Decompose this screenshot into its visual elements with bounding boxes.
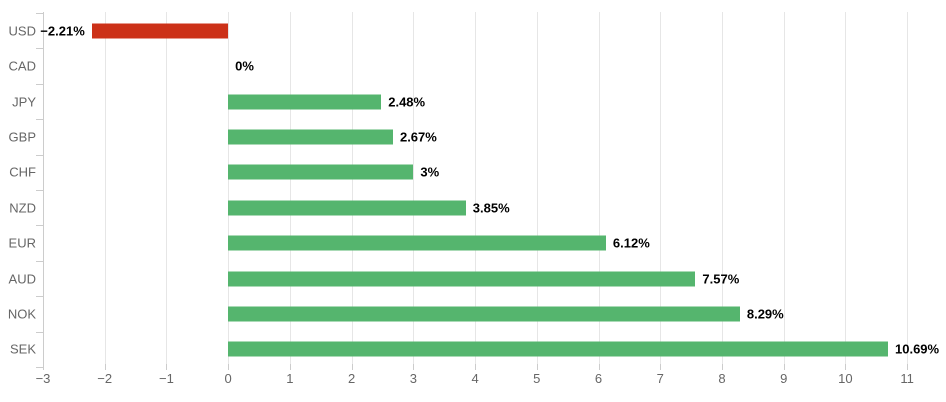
y-axis-tick-0: [36, 13, 43, 14]
gridline-x2: [351, 12, 353, 364]
value-label-sek: 10.69%: [895, 341, 940, 357]
category-label-cad: CAD: [8, 58, 36, 74]
bar-jpy[interactable]: [228, 94, 382, 109]
value-label-nok: 8.29%: [746, 306, 784, 322]
gridline-x11: [907, 12, 909, 364]
x-axis-tick-10: [845, 364, 847, 370]
bar-aud[interactable]: [228, 271, 696, 286]
x-axis-label-6: 6: [594, 371, 603, 386]
value-label-usd: −2.21%: [40, 23, 85, 39]
bar-sek[interactable]: [228, 341, 888, 357]
x-axis-tick-5: [536, 364, 538, 370]
value-label-jpy: 2.48%: [388, 94, 426, 109]
category-label-eur: EUR: [8, 235, 36, 251]
category-label-jpy: JPY: [12, 94, 36, 109]
gridline-x6: [598, 12, 600, 364]
category-label-aud: AUD: [8, 271, 36, 286]
y-axis-tick-3: [36, 119, 43, 121]
x-axis-tick-0: [228, 364, 230, 370]
category-label-nzd: NZD: [9, 200, 36, 216]
category-label-sek: SEK: [9, 341, 36, 357]
gridline-x-2: [104, 12, 106, 364]
y-axis-tick-7: [36, 260, 43, 262]
gridline-x3: [413, 12, 415, 364]
gridline-x0: [228, 12, 230, 364]
y-axis-tick-9: [36, 331, 43, 333]
value-label-cad: 0%: [235, 58, 254, 74]
x-axis-label--1: −1: [159, 371, 174, 386]
x-axis-label--2: −2: [97, 371, 113, 386]
gridline-x4: [475, 12, 477, 364]
category-label-usd: USD: [8, 23, 36, 39]
x-axis-label-5: 5: [533, 371, 541, 386]
x-axis-label-10: 10: [838, 371, 853, 386]
x-axis-label-9: 9: [780, 371, 788, 386]
bar-eur[interactable]: [228, 235, 606, 251]
x-axis-tick--1: [166, 364, 168, 370]
x-axis-tick-1: [289, 364, 291, 370]
x-axis-label-4: 4: [471, 371, 479, 386]
x-axis-tick-8: [721, 364, 723, 370]
gridline-x9: [783, 12, 785, 364]
x-axis-tick-2: [351, 364, 353, 370]
bar-chf[interactable]: [228, 164, 414, 180]
x-axis-tick-4: [475, 364, 477, 370]
y-axis-tick-4: [36, 154, 43, 156]
x-axis-tick-3: [413, 364, 415, 370]
x-axis-tick--2: [104, 364, 106, 370]
x-axis-label-8: 8: [718, 371, 726, 386]
bar-nzd[interactable]: [228, 200, 466, 216]
bar-nok[interactable]: [228, 306, 740, 322]
value-label-chf: 3%: [420, 164, 440, 180]
value-label-eur: 6.12%: [612, 235, 650, 251]
x-axis-label-1: 1: [286, 371, 294, 386]
category-label-gbp: GBP: [8, 129, 36, 145]
x-axis-tick--3: [43, 364, 44, 370]
value-label-gbp: 2.67%: [399, 129, 437, 145]
x-axis-label-7: 7: [656, 371, 664, 386]
y-axis-tick-2: [36, 83, 43, 85]
y-axis-tick-6: [36, 225, 43, 227]
gridline-x1: [289, 12, 291, 364]
x-axis-label-2: 2: [347, 371, 356, 386]
x-axis-label-11: 11: [900, 371, 914, 386]
x-axis-tick-9: [783, 364, 785, 370]
category-label-nok: NOK: [7, 306, 36, 322]
x-axis-tick-6: [598, 364, 600, 370]
value-label-nzd: 3.85%: [472, 200, 510, 216]
x-axis-label-3: 3: [409, 371, 417, 386]
gridline-x-1: [166, 12, 168, 364]
bar-usd[interactable]: [91, 23, 229, 39]
gridline-x7: [660, 12, 662, 364]
y-axis-line: [43, 12, 44, 364]
x-axis-tick-7: [660, 364, 662, 370]
y-axis-tick-5: [36, 190, 43, 191]
y-axis-tick-10: [36, 367, 43, 368]
category-label-chf: CHF: [9, 164, 36, 180]
gridline-x8: [721, 12, 723, 364]
gridline-x10: [845, 12, 847, 364]
y-axis-tick-8: [36, 296, 43, 298]
bar-gbp[interactable]: [228, 129, 393, 145]
value-label-aud: 7.57%: [702, 271, 740, 286]
x-axis-tick-11: [907, 364, 909, 370]
x-axis-label--3: −3: [35, 371, 51, 386]
x-axis-label-0: 0: [224, 371, 232, 386]
y-axis-tick-1: [36, 48, 43, 50]
gridline-x5: [536, 12, 538, 364]
